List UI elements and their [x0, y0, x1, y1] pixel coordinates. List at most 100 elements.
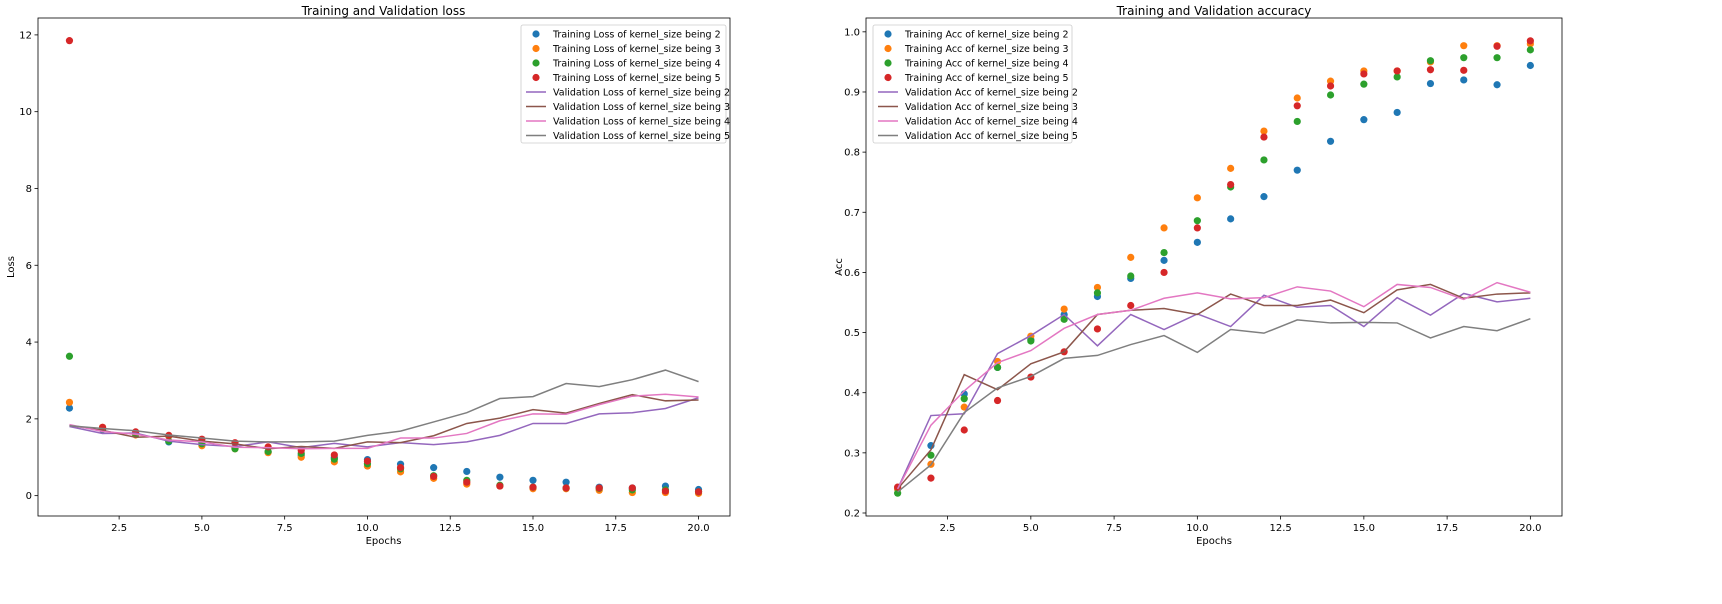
series-markers-2 [65, 352, 703, 496]
data-point [65, 404, 74, 412]
data-point [960, 426, 968, 434]
data-point [1260, 133, 1268, 141]
legend-marker-swatch [532, 73, 540, 82]
plot-area [65, 37, 703, 497]
data-point [65, 352, 74, 360]
series-line-6 [69, 393, 699, 450]
data-point [1193, 217, 1201, 225]
x-axis-label: Epochs [1196, 536, 1232, 547]
y-tick-label: 0.3 [844, 448, 860, 459]
loss-chart: Training and Validation loss Epochs Loss… [6, 4, 731, 547]
series-line-4 [69, 397, 699, 449]
y-tick-label: 6 [26, 261, 32, 272]
x-tick-label: 17.5 [1436, 523, 1458, 534]
data-point [1193, 224, 1201, 232]
series-markers-3 [894, 37, 1534, 491]
data-point [1093, 289, 1102, 297]
data-point [430, 472, 438, 481]
y-tick-label: 8 [26, 184, 32, 195]
axes-frame [865, 17, 1563, 517]
data-point [661, 487, 670, 495]
series-markers-0 [65, 404, 703, 494]
data-point [396, 464, 405, 472]
series-line [69, 393, 699, 450]
y-tick-label: 10 [19, 107, 32, 118]
legend-entry: Training Acc of kernel_size being 4 [904, 59, 1069, 70]
y-tick-label: 0.6 [844, 268, 860, 279]
data-point [1227, 181, 1235, 189]
data-point [993, 363, 1002, 372]
data-point [1227, 215, 1235, 223]
legend-entry: Validation Acc of kernel_size being 5 [905, 131, 1078, 142]
data-point [927, 474, 935, 482]
data-point [1493, 54, 1501, 62]
data-point [1460, 76, 1468, 84]
series-markers-2 [894, 46, 1534, 497]
legend-entry: Validation Loss of kernel_size being 5 [553, 131, 730, 142]
series-line-4 [896, 292, 1531, 490]
data-point [430, 464, 438, 472]
legend: Training Loss of kernel_size being 2 Trai… [520, 24, 730, 144]
data-point [1493, 42, 1501, 50]
y-tick-label: 0.9 [844, 87, 860, 98]
data-point [1393, 73, 1401, 81]
data-point [1127, 301, 1135, 310]
data-point [1360, 80, 1368, 88]
data-point [463, 478, 471, 486]
y-axis-label: Acc [834, 258, 845, 276]
chart-title: Training and Validation accuracy [1116, 4, 1312, 18]
data-point [1260, 156, 1268, 164]
x-tick-label: 12.5 [1269, 523, 1291, 534]
series-line-5 [69, 393, 699, 450]
y-tick-label: 1.0 [844, 27, 860, 38]
series-line-7 [897, 318, 1531, 493]
data-point [1493, 81, 1501, 89]
data-point [1093, 325, 1102, 333]
data-point [1526, 61, 1534, 70]
legend-marker-swatch [532, 44, 540, 53]
data-point [65, 37, 74, 45]
data-point [1326, 137, 1335, 145]
x-tick-label: 12.5 [439, 523, 461, 534]
data-point [1160, 268, 1168, 277]
data-point [1326, 91, 1335, 99]
data-point [1060, 315, 1068, 323]
data-point [1260, 193, 1268, 201]
legend-entry: Training Acc of kernel_size being 5 [904, 73, 1069, 84]
series-line [896, 281, 1531, 490]
data-point [562, 478, 570, 486]
data-point [1027, 337, 1035, 345]
series-line [69, 369, 699, 443]
series-line-6 [896, 281, 1531, 490]
x-tick-label: 7.5 [1106, 523, 1122, 534]
y-tick-label: 0.4 [844, 388, 860, 399]
data-point [363, 457, 372, 465]
data-point [1193, 238, 1201, 246]
legend-marker-swatch [532, 59, 540, 67]
data-point [1526, 46, 1534, 54]
data-point [1093, 283, 1102, 292]
data-point [1426, 66, 1435, 74]
legend-frame [872, 24, 1073, 144]
data-point [1460, 66, 1468, 74]
y-tick-label: 0.7 [844, 208, 860, 219]
data-point [1160, 248, 1168, 257]
axes-frame [37, 17, 731, 517]
y-tick-label: 0.2 [844, 508, 860, 519]
series-line [69, 393, 699, 450]
legend-marker-swatch [532, 30, 540, 38]
legend-entry: Training Loss of kernel_size being 2 [552, 30, 721, 41]
data-point [1426, 79, 1435, 88]
accuracy-chart: Training and Validation accuracy Epochs … [834, 4, 1563, 547]
y-tick-label: 4 [26, 338, 32, 349]
legend-entry: Training Acc of kernel_size being 2 [904, 30, 1069, 41]
series-line [896, 292, 1531, 490]
data-point [1060, 305, 1068, 313]
legend-entry: Training Loss of kernel_size being 3 [552, 44, 721, 55]
data-point [529, 483, 537, 491]
x-tick-label: 5.0 [1023, 523, 1039, 534]
series-line-7 [69, 369, 699, 443]
series-line-5 [897, 283, 1531, 490]
legend-marker-swatch [884, 30, 892, 38]
data-point [1426, 57, 1435, 65]
